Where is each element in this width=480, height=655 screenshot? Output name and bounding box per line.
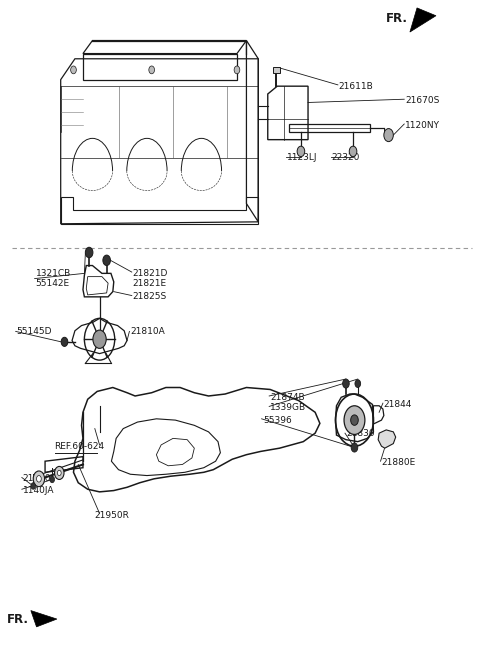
Text: REF.60-624: REF.60-624 bbox=[55, 441, 105, 451]
Text: 21611B: 21611B bbox=[339, 82, 373, 90]
Text: 21670S: 21670S bbox=[405, 96, 440, 105]
Circle shape bbox=[343, 379, 349, 388]
Text: 21825S: 21825S bbox=[133, 292, 167, 301]
Text: 21821D: 21821D bbox=[133, 269, 168, 278]
Circle shape bbox=[344, 405, 365, 434]
Circle shape bbox=[33, 471, 45, 487]
Text: 22320: 22320 bbox=[332, 153, 360, 162]
Circle shape bbox=[234, 66, 240, 74]
Text: 21920: 21920 bbox=[23, 474, 51, 483]
Polygon shape bbox=[31, 610, 57, 627]
Circle shape bbox=[103, 255, 110, 265]
Text: 1339GB: 1339GB bbox=[270, 403, 306, 412]
Text: 1321CB: 1321CB bbox=[36, 269, 71, 278]
Circle shape bbox=[55, 466, 64, 479]
Circle shape bbox=[31, 483, 36, 489]
Circle shape bbox=[384, 128, 393, 141]
Text: 21874B: 21874B bbox=[270, 393, 305, 402]
Circle shape bbox=[349, 146, 357, 157]
Bar bbox=[273, 67, 280, 73]
Text: 21880E: 21880E bbox=[382, 458, 416, 467]
Circle shape bbox=[149, 66, 155, 74]
Text: 1120NY: 1120NY bbox=[405, 121, 440, 130]
Circle shape bbox=[71, 66, 76, 74]
Text: 55142E: 55142E bbox=[36, 279, 70, 288]
Text: 55396: 55396 bbox=[263, 416, 292, 424]
Circle shape bbox=[351, 443, 358, 452]
Text: 21821E: 21821E bbox=[133, 279, 167, 288]
Text: 21810A: 21810A bbox=[131, 327, 165, 336]
Text: 21844: 21844 bbox=[384, 400, 412, 409]
Circle shape bbox=[355, 380, 360, 388]
Polygon shape bbox=[378, 430, 396, 448]
Circle shape bbox=[58, 470, 61, 476]
Text: FR.: FR. bbox=[385, 12, 408, 26]
Circle shape bbox=[351, 415, 358, 425]
Circle shape bbox=[85, 248, 93, 257]
Circle shape bbox=[50, 476, 55, 483]
Circle shape bbox=[61, 337, 68, 346]
Text: 21830: 21830 bbox=[346, 429, 374, 438]
Polygon shape bbox=[410, 8, 436, 32]
Text: FR.: FR. bbox=[7, 612, 28, 626]
Text: 1140JA: 1140JA bbox=[23, 486, 54, 495]
Text: 55145D: 55145D bbox=[17, 327, 52, 336]
Circle shape bbox=[93, 330, 106, 348]
Circle shape bbox=[36, 476, 41, 482]
Text: 1123LJ: 1123LJ bbox=[287, 153, 317, 162]
Text: 21950R: 21950R bbox=[95, 511, 130, 520]
Circle shape bbox=[297, 146, 305, 157]
